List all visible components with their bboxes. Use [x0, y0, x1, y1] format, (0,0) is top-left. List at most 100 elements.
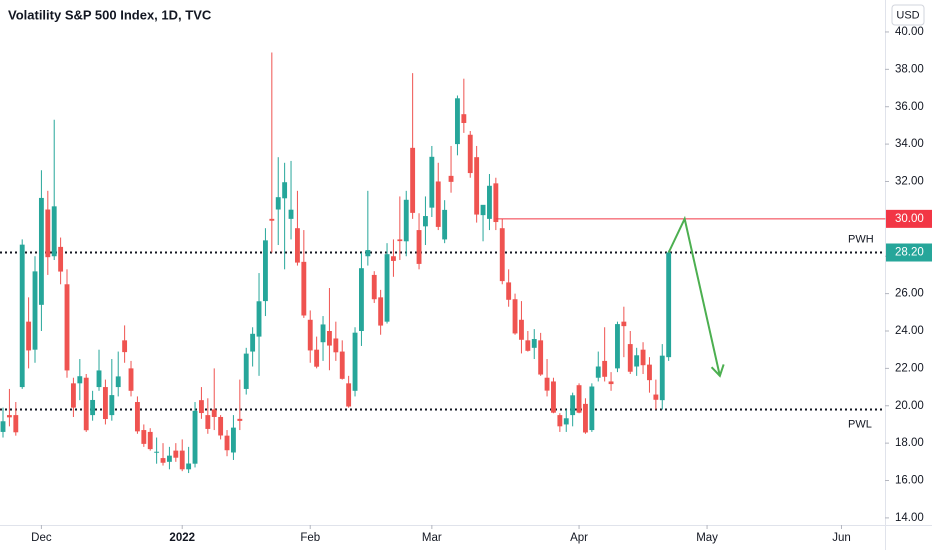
- candle-body: [115, 376, 121, 388]
- candle-body: [339, 351, 345, 379]
- candle-body: [659, 355, 665, 401]
- candle-body: [230, 427, 236, 453]
- candle-body: [186, 463, 192, 470]
- candle-body: [634, 355, 640, 367]
- x-tick-label: 2022: [169, 532, 195, 544]
- candle-body: [538, 340, 544, 375]
- candle-body: [262, 240, 268, 302]
- last-price-label: 28.20: [895, 247, 924, 259]
- candle-body: [666, 252, 672, 358]
- candle-body: [551, 381, 556, 413]
- candle-body: [19, 244, 25, 388]
- y-tick-label: 18.00: [895, 437, 924, 449]
- candle-body: [410, 147, 416, 213]
- candle-body: [480, 204, 486, 216]
- candle-body: [384, 254, 390, 322]
- candle-body: [224, 435, 230, 451]
- candle-body: [141, 430, 147, 444]
- currency-button[interactable]: [891, 4, 925, 26]
- y-tick-label: 26.00: [895, 288, 924, 300]
- candle-body: [256, 301, 262, 337]
- arrow-head: [710, 364, 725, 378]
- candle-body: [0, 421, 6, 432]
- candle-body: [589, 386, 595, 431]
- candle-body: [173, 450, 179, 458]
- candle-body: [346, 383, 352, 407]
- y-tick-label: 24.00: [895, 325, 924, 337]
- candle-body: [58, 246, 64, 272]
- candle-body: [295, 228, 300, 263]
- candle-body: [301, 261, 307, 316]
- y-tick-label: 38.00: [895, 63, 924, 75]
- candle-body: [576, 385, 582, 413]
- candle-body: [621, 321, 627, 327]
- candle-body: [77, 376, 83, 384]
- chart-title: Volatility S&P 500 Index, 1D, TVC: [8, 7, 212, 22]
- candle-body: [250, 333, 256, 352]
- candle-body: [647, 364, 652, 381]
- candle-body: [154, 451, 160, 453]
- x-tick-label: Feb: [300, 532, 320, 544]
- y-tick-label: 36.00: [895, 101, 924, 113]
- candle-body: [442, 209, 448, 240]
- candle-body: [38, 197, 44, 305]
- candle-body: [416, 230, 422, 264]
- candle-body: [583, 403, 588, 433]
- candle-body: [423, 216, 428, 227]
- candle-body: [134, 402, 140, 432]
- candle-body: [275, 197, 281, 210]
- candle-body: [32, 271, 38, 350]
- level-label: PWL: [848, 418, 872, 430]
- candle-body: [570, 395, 576, 416]
- candle-body: [147, 431, 153, 450]
- candle-body: [64, 284, 70, 371]
- x-tick-label: Jun: [832, 532, 851, 544]
- candle-body: [314, 349, 320, 367]
- candle-body: [96, 370, 102, 388]
- x-tick-label: May: [696, 532, 718, 544]
- candle-body: [615, 324, 620, 369]
- price-line-tag: [886, 209, 932, 228]
- candle-body: [563, 418, 569, 425]
- candle-body: [90, 399, 96, 416]
- candle-body: [160, 458, 166, 463]
- candle-body: [391, 256, 396, 261]
- y-tick-label: 34.00: [895, 138, 924, 150]
- candle-body: [6, 415, 12, 418]
- candle-body: [627, 344, 633, 372]
- candle-body: [237, 418, 243, 421]
- candle-body: [403, 199, 409, 242]
- candle-body: [557, 415, 563, 427]
- candle-body: [211, 409, 217, 417]
- candle-body: [198, 400, 204, 414]
- candle-body: [51, 206, 57, 257]
- candle-body: [365, 250, 371, 257]
- candle-body: [512, 299, 518, 334]
- y-tick-label: 16.00: [895, 475, 924, 487]
- candle-body: [70, 383, 76, 408]
- candle-body: [519, 319, 524, 340]
- candle-body: [435, 181, 441, 227]
- candle-body: [608, 381, 614, 385]
- last-price-tag: [886, 243, 932, 262]
- y-tick-label: 14.00: [895, 512, 924, 524]
- candle-body: [429, 156, 435, 208]
- candle-body: [109, 395, 115, 416]
- candle-body: [467, 134, 473, 174]
- candle-body: [461, 114, 467, 123]
- y-tick-label: 40.00: [895, 26, 924, 38]
- candle-body: [506, 282, 512, 300]
- level-label: PWH: [848, 233, 874, 245]
- y-tick-label: 22.00: [895, 362, 924, 374]
- candle-body: [352, 332, 358, 391]
- y-tick-label: 20.00: [895, 400, 924, 412]
- candle-body: [359, 268, 364, 331]
- candle-body: [595, 366, 601, 378]
- x-tick-label: Dec: [31, 532, 52, 544]
- candle-body: [499, 228, 505, 282]
- currency-label[interactable]: USD: [896, 9, 919, 21]
- x-tick-label: Mar: [422, 532, 442, 544]
- candle-body: [205, 415, 211, 429]
- candle-body: [128, 368, 134, 391]
